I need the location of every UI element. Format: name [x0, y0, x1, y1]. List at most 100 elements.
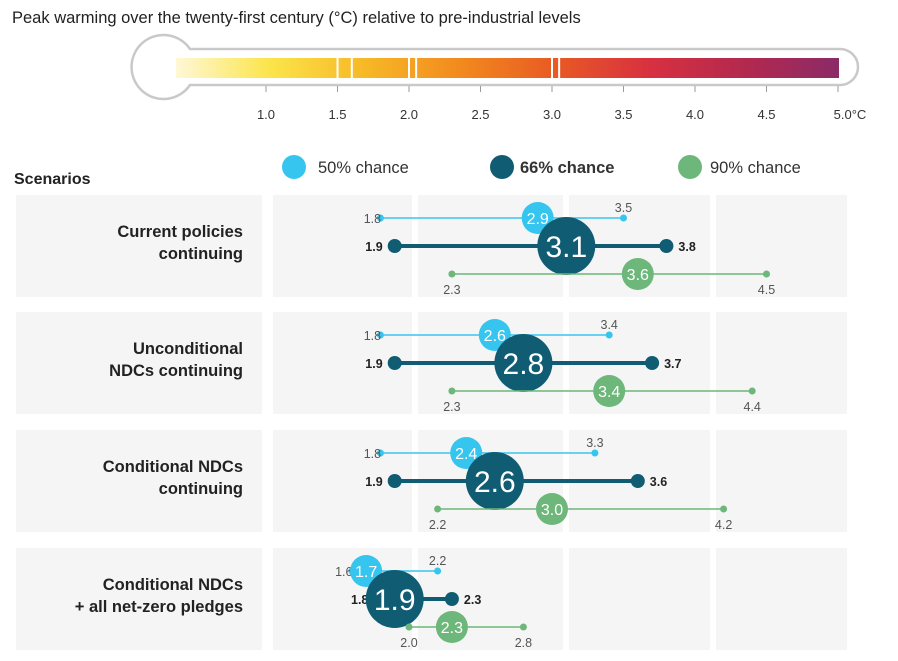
range-low-label: 1.8 — [364, 447, 381, 461]
central-dot — [494, 334, 553, 392]
range-high-end — [763, 270, 770, 278]
range-low-end — [376, 214, 384, 222]
thermometer-tick-label: 1.5 — [328, 107, 346, 122]
range-high-end — [519, 623, 527, 631]
scenario-label-panel — [16, 430, 262, 532]
range-low-label: 1.9 — [365, 357, 382, 371]
range-low-label: 2.0 — [400, 636, 417, 650]
thermometer-tick-label: 3.5 — [614, 107, 632, 122]
central-value-label: 2.9 — [527, 211, 549, 228]
central-value-label: 3.4 — [598, 384, 620, 401]
central-value-label: 1.7 — [355, 564, 377, 581]
scenario-name: + all net-zero pledges — [75, 598, 243, 616]
legend-label: 66% chance — [520, 159, 614, 177]
range-high-end — [630, 474, 645, 488]
range-high-label: 4.2 — [715, 518, 732, 532]
range-high-label: 4.4 — [744, 400, 761, 414]
scenarios-label: Scenarios — [14, 171, 91, 188]
central-dot — [537, 217, 596, 275]
scenario-name: Unconditional — [133, 340, 243, 358]
range-low-end — [376, 449, 384, 457]
range-low-end — [387, 239, 402, 253]
range-high-label: 3.6 — [650, 475, 667, 489]
range-low-end — [387, 474, 402, 488]
range-high-end — [444, 592, 459, 606]
thermometer-fill — [176, 58, 839, 78]
central-dot — [536, 493, 568, 525]
scenario-name: continuing — [159, 480, 243, 498]
scenario-name: Current policies — [117, 223, 243, 241]
scenario-column-panel — [716, 548, 847, 650]
thermometer-tick-label: 1.0 — [257, 107, 275, 122]
central-dot — [621, 258, 654, 290]
range-high-label: 3.8 — [678, 240, 695, 254]
thermometer-tick-label: 3.0 — [543, 107, 561, 122]
legend-dot — [282, 155, 306, 179]
range-high-end — [434, 567, 442, 575]
range-low-label: 2.3 — [443, 400, 460, 414]
range-high-end — [748, 387, 756, 395]
legend-label: 90% chance — [710, 159, 801, 177]
range-low-label: 1.8 — [364, 329, 381, 343]
central-value-label: 2.8 — [503, 348, 545, 381]
range-high-end — [605, 331, 613, 339]
central-dot — [465, 452, 524, 510]
scenario-column-panel — [716, 430, 847, 532]
range-low-label: 1.9 — [365, 475, 382, 489]
legend-label: 50% chance — [318, 159, 409, 177]
range-high-label: 3.4 — [601, 318, 618, 332]
scenario-name: NDCs continuing — [109, 362, 243, 380]
central-value-label: 3.6 — [627, 267, 649, 284]
chart-title: Peak warming over the twenty-first centu… — [12, 9, 581, 27]
range-high-label: 2.8 — [515, 636, 532, 650]
central-dot — [593, 375, 626, 407]
range-low-label: 1.8 — [364, 212, 381, 226]
central-value-label: 2.3 — [441, 620, 463, 637]
scenario-column-panel — [716, 312, 847, 414]
thermometer-tick-label: 4.5 — [757, 107, 775, 122]
range-high-end — [620, 214, 627, 222]
range-low-label: 1.6 — [335, 565, 352, 579]
thermometer-tick-label: 4.0 — [686, 107, 704, 122]
range-high-end — [645, 356, 660, 370]
scenario-label-panel — [16, 312, 262, 414]
range-high-label: 2.3 — [464, 593, 481, 607]
central-value-label: 1.9 — [374, 584, 416, 617]
thermometer-tick-label: 2.0 — [400, 107, 418, 122]
central-dot — [365, 570, 424, 628]
range-high-label: 3.7 — [664, 357, 681, 371]
range-low-end — [376, 331, 384, 339]
central-value-label: 2.6 — [474, 466, 516, 499]
central-value-label: 2.4 — [455, 446, 477, 463]
central-value-label: 2.6 — [484, 328, 506, 345]
range-high-end — [591, 449, 599, 457]
legend-dot — [678, 155, 702, 179]
range-low-end — [387, 356, 402, 370]
legend-dot — [490, 155, 514, 179]
range-high-label: 3.5 — [615, 201, 632, 215]
range-high-end — [720, 505, 728, 513]
range-low-label: 2.3 — [443, 283, 460, 297]
range-high-label: 3.3 — [586, 436, 603, 450]
scenario-column-panel — [716, 195, 847, 297]
scenario-name: Conditional NDCs — [103, 576, 243, 594]
range-low-end — [448, 387, 456, 395]
central-value-label: 3.0 — [541, 502, 563, 519]
range-low-label: 2.2 — [429, 518, 446, 532]
scenario-name: Conditional NDCs — [103, 458, 243, 476]
range-high-label: 2.2 — [429, 554, 446, 568]
central-value-label: 3.1 — [545, 231, 587, 264]
central-dot — [435, 611, 468, 643]
scenario-label-panel — [16, 548, 262, 650]
range-low-label: 1.9 — [365, 240, 382, 254]
range-high-end — [659, 239, 674, 253]
scenario-label-panel — [16, 195, 262, 297]
scenario-name: continuing — [159, 245, 243, 263]
range-low-end — [405, 623, 413, 631]
range-low-label: 1.8 — [351, 593, 368, 607]
thermometer-tick-label: 5.0°C — [834, 107, 867, 122]
thermometer-tick-label: 2.5 — [471, 107, 489, 122]
scenario-column-panel — [569, 548, 710, 650]
range-high-label: 4.5 — [758, 283, 775, 297]
